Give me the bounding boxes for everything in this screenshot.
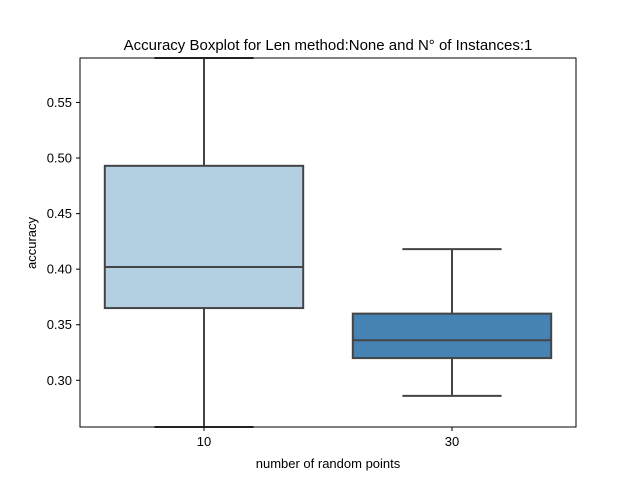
box-30 (351, 248, 553, 397)
x-axis: 10 30 (197, 427, 459, 449)
y-axis-label: accuracy (24, 216, 39, 269)
x-tick-label-0: 10 (197, 434, 211, 449)
plot-area (79, 57, 577, 428)
chart-title: Accuracy Boxplot for Len method:None and… (124, 37, 533, 54)
x-axis-label: number of random points (256, 456, 401, 471)
y-tick-label-2: 0.40 (47, 262, 72, 277)
box-body-10 (103, 164, 305, 310)
box-10 (103, 57, 305, 428)
y-tick-label-0: 0.30 (47, 373, 72, 388)
boxes-layer (103, 57, 553, 428)
plot-frame (79, 57, 577, 428)
y-axis: 0.30 0.35 0.40 0.45 0.50 0.55 (47, 95, 80, 388)
y-tick-label-3: 0.45 (47, 206, 72, 221)
y-tick-label-1: 0.35 (47, 317, 72, 332)
y-tick-label-5: 0.55 (47, 95, 72, 110)
box-body-30 (351, 312, 553, 360)
x-tick-label-1: 30 (445, 434, 459, 449)
y-tick-label-4: 0.50 (47, 151, 72, 166)
